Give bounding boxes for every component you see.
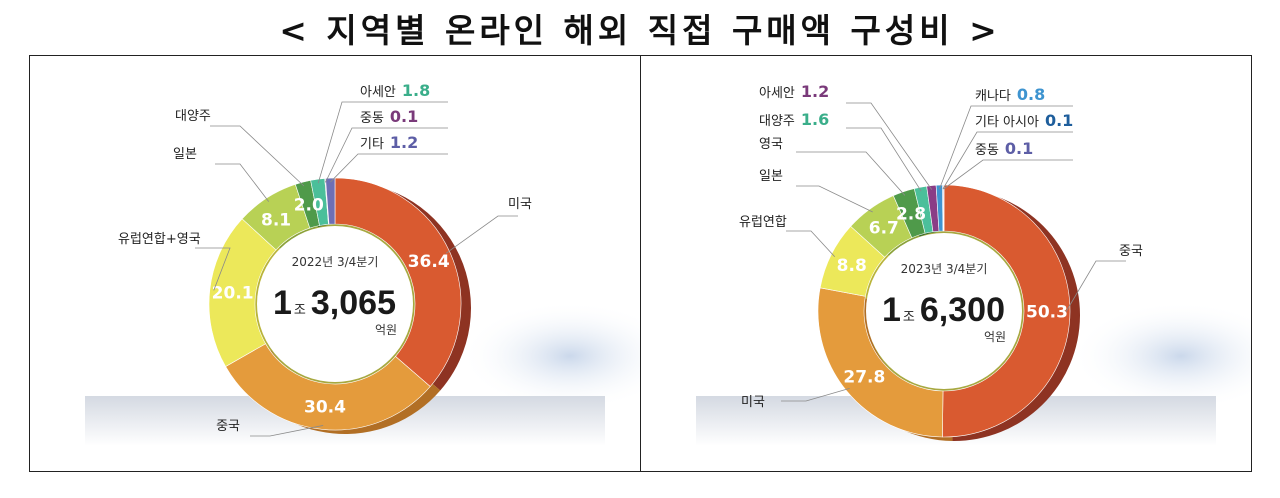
- chart-panel-2023: 2023년 3/4분기 1 조 6,300 억원 50.3 중국 27.8 미국 8.8 유럽연합 6…: [640, 55, 1252, 472]
- leader-line-7: [939, 105, 1073, 190]
- data-label-2: 20.1: [212, 284, 254, 304]
- leader-line-6: [846, 102, 933, 190]
- donut-slice-1: [225, 343, 431, 431]
- leader-line-8: [942, 131, 1073, 190]
- category-label-1: 중국: [216, 419, 240, 434]
- leader-line-0: [445, 215, 518, 254]
- donut-hole: [257, 226, 413, 382]
- slice-labels: 36.4 미국 30.4 중국 20.1 유럽연합+영국 8.1 일본 2.0 대양주 아세안 1.8…: [118, 81, 532, 437]
- donut-slice-9: [942, 184, 945, 232]
- center-unit: 억원: [984, 330, 1006, 344]
- donut-slices: [208, 177, 462, 431]
- category-label-0: 미국: [508, 197, 532, 212]
- data-label-4: 2.8: [896, 204, 926, 224]
- category-label-4: 대양주: [175, 109, 211, 124]
- category-label-0: 중국: [1119, 244, 1143, 259]
- data-label-0: 36.4: [408, 252, 450, 272]
- leader-line-2: [786, 230, 836, 258]
- category-label-7: 캐나다 0.8: [975, 85, 1045, 104]
- leader-line-5: [846, 127, 922, 192]
- leader-line-4: [210, 125, 305, 187]
- leader-line-3: [796, 185, 873, 213]
- data-label-3: 8.1: [261, 211, 291, 231]
- leader-line-0: [1065, 260, 1126, 312]
- data-label-3: 6.7: [869, 218, 899, 238]
- center-period: 2023년 3/4분기: [901, 262, 988, 276]
- category-label-8: 기타 아시아 0.1: [975, 111, 1073, 130]
- category-label-2: 유럽연합+영국: [118, 232, 201, 247]
- donut-slice-1: [817, 287, 944, 438]
- data-label-0: 50.3: [1026, 303, 1068, 323]
- category-label-7: 기타 1.2: [360, 133, 418, 152]
- leader-line-9: [943, 159, 1073, 190]
- center-amount: 1 조 3,065: [273, 284, 396, 322]
- leader-line-6: [325, 127, 448, 183]
- leader-line-2: [195, 247, 231, 291]
- category-label-3: 일본: [173, 147, 197, 162]
- center-unit: 억원: [375, 323, 397, 337]
- category-label-2: 유럽연합: [739, 215, 787, 230]
- leader-line-1: [250, 425, 324, 437]
- donut-slice-0: [942, 184, 1071, 438]
- category-label-4: 영국: [759, 137, 783, 152]
- slice-labels: 50.3 중국 27.8 미국 8.8 유럽연합 6.7 일본 2.8 영국 대양주 1.6 아세안 1.…: [739, 82, 1143, 410]
- page-title: < 지역별 온라인 해외 직접 구매액 구성비 >: [279, 11, 1001, 50]
- data-label-4: 2.0: [294, 195, 324, 215]
- leader-line-4: [796, 151, 906, 196]
- data-label-1: 27.8: [843, 367, 885, 387]
- leader-line-3: [215, 163, 270, 202]
- category-label-9: 중동 0.1: [975, 139, 1033, 158]
- chart-panel-2022: 2022년 3/4분기 1 조 3,065 억원 36.4 미국 30.4 중국 20.1 유럽연합…: [29, 55, 642, 472]
- center-amount: 1 조 6,300: [882, 291, 1005, 329]
- category-label-5: 대양주 1.6: [759, 110, 829, 129]
- category-label-3: 일본: [759, 169, 783, 184]
- data-label-1: 30.4: [304, 398, 346, 418]
- donut-slice-0: [334, 177, 462, 387]
- category-label-6: 아세안 1.2: [759, 82, 829, 101]
- category-label-6: 중동 0.1: [360, 107, 418, 126]
- donut-slice-7: [325, 177, 336, 225]
- donut-hole: [866, 233, 1022, 389]
- data-label-2: 8.8: [837, 256, 867, 276]
- leader-line-5: [317, 101, 448, 184]
- donut-slices: [817, 184, 1071, 438]
- category-label-5: 아세안 1.8: [360, 81, 430, 100]
- center-period: 2022년 3/4분기: [292, 255, 379, 269]
- leader-line-1: [781, 387, 850, 402]
- category-label-1: 미국: [741, 395, 765, 410]
- leader-line-7: [330, 153, 448, 183]
